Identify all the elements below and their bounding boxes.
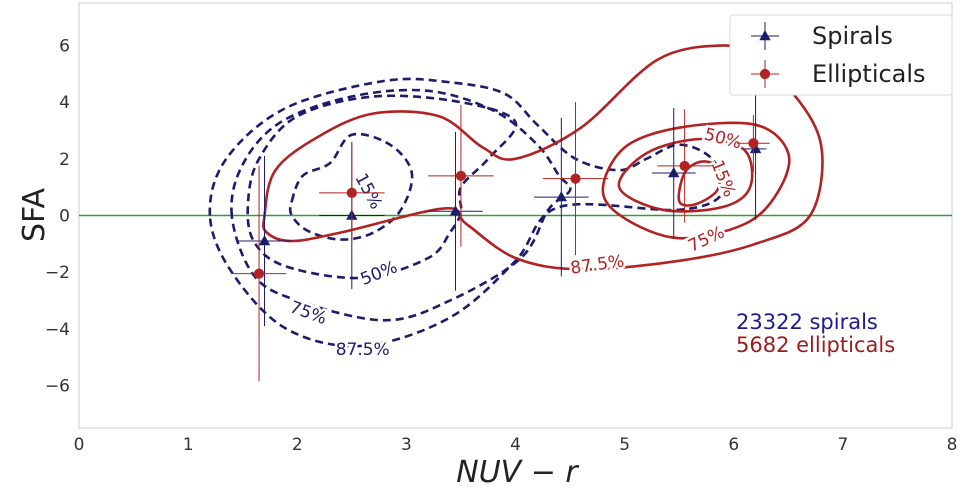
x-tick-label: 4 (510, 435, 521, 455)
x-tick-label: 3 (401, 435, 412, 455)
contour-spirals-75pct (230, 88, 572, 322)
x-tick-label: 2 (292, 435, 303, 455)
y-tick-label: 2 (59, 150, 70, 170)
y-tick-label: −2 (45, 263, 70, 283)
spirals-point (749, 142, 762, 154)
count-annotation: 23322 spirals (736, 310, 878, 334)
x-axis-label: NUV − r (456, 455, 579, 490)
y-axis-label: SFA (17, 187, 52, 242)
legend-frame (729, 14, 953, 96)
spirals-point (668, 167, 680, 178)
contour-ellipticals-50pct (617, 137, 754, 213)
contour-label: 87.5% (336, 340, 390, 360)
x-tick-label: 1 (183, 435, 194, 455)
legend-marker-circle (759, 68, 771, 80)
ellipticals-point (253, 268, 265, 279)
y-tick-label: 0 (59, 207, 70, 227)
y-tick-label: −6 (45, 377, 70, 397)
contour-spirals-87.5pct (208, 77, 726, 348)
contour-spirals-15pct (288, 132, 414, 241)
ticks-layer: 0 1 2 3 4 5 6 7 8 −6 −4 −2 0 2 4 6 (45, 37, 957, 456)
x-tick-label: 6 (728, 435, 739, 455)
spirals-point (449, 205, 462, 216)
x-tick-label: 7 (837, 435, 848, 455)
legend: Spirals Ellipticals (729, 14, 953, 96)
x-tick-label: 8 (947, 435, 958, 455)
ellipticals-point (570, 173, 581, 184)
spirals-point (258, 235, 271, 246)
ellipticals-point (679, 160, 690, 172)
ellipticals-point (346, 187, 357, 198)
x-tick-label: 5 (619, 435, 630, 455)
contour-ellipticals-87.5pct (262, 44, 824, 271)
legend-label: Ellipticals (812, 60, 926, 88)
x-tick-label: 0 (74, 435, 85, 455)
contour-ellipticals-75pct (601, 121, 791, 240)
spirals-point (555, 191, 568, 202)
legend-label: Spirals (812, 22, 893, 50)
legend-marker-triangle (759, 30, 771, 41)
legend-entries: Spirals Ellipticals (751, 22, 926, 88)
ellipticals-point (748, 138, 759, 149)
ellipticals-point (455, 170, 467, 181)
y-tick-label: 6 (59, 37, 70, 57)
y-tick-label: −4 (45, 320, 70, 340)
count-annotation: 5682 ellipticals (736, 333, 895, 357)
y-tick-label: 4 (59, 93, 70, 113)
